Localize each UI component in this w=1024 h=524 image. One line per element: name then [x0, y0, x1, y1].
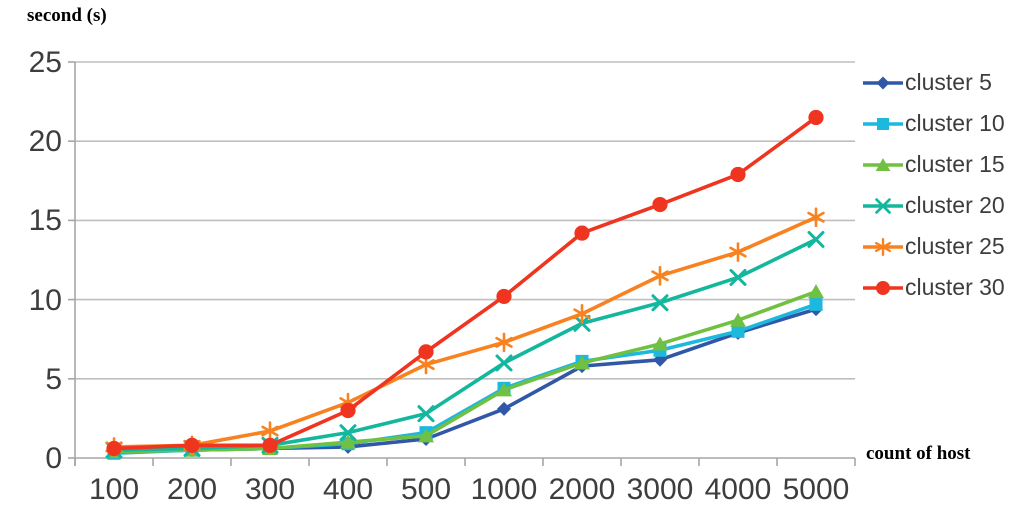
- marker-circle-icon: [262, 437, 278, 453]
- legend-item-cluster-20: cluster 20: [862, 185, 1005, 226]
- x-tick-label: 400: [322, 473, 374, 506]
- x-tick-label: 100: [88, 473, 140, 506]
- y-axis-title: second (s): [27, 5, 107, 26]
- marker-circle-icon: [574, 225, 590, 241]
- legend-key-icon: [863, 237, 903, 256]
- x-tick-label: 200: [166, 473, 218, 506]
- x-tick-label: 3000: [626, 473, 694, 506]
- marker-triangle-icon: [340, 434, 356, 449]
- series-line: [112, 215, 818, 449]
- legend-key-icon: [863, 280, 903, 295]
- series-cluster-30: [106, 109, 824, 457]
- marker-triangle-icon: [730, 312, 746, 327]
- series-line: [112, 115, 818, 451]
- y-tick-label: 0: [45, 442, 62, 475]
- legend-key-icon: [863, 197, 903, 214]
- series-cluster-15: [106, 284, 824, 459]
- marker-asterisk-icon: [573, 304, 591, 324]
- marker-x-icon: [339, 424, 357, 442]
- marker-x-icon: [651, 294, 669, 312]
- legend-label: cluster 30: [905, 274, 1005, 300]
- marker-x-icon: [729, 268, 747, 286]
- marker-triangle-icon: [875, 157, 891, 171]
- marker-circle-icon: [418, 344, 434, 360]
- y-tick-label: 10: [28, 283, 62, 317]
- series-line: [112, 289, 818, 454]
- marker-triangle-icon: [496, 382, 512, 397]
- marker-asterisk-icon: [807, 207, 825, 228]
- marker-square-icon: [809, 297, 823, 311]
- legend-key-icon: [863, 157, 903, 171]
- marker-circle-icon: [876, 280, 890, 295]
- marker-asterisk-icon: [261, 421, 279, 441]
- marker-square-icon: [731, 324, 745, 338]
- x-axis-title: count of host: [866, 443, 971, 464]
- marker-circle-icon: [652, 196, 668, 213]
- marker-triangle-icon: [808, 284, 824, 299]
- legend: cluster 5 cluster 10 cluster 15 cluster 20 c…: [862, 62, 1005, 308]
- legend-label: cluster 10: [905, 110, 1005, 136]
- marker-circle-icon: [808, 109, 824, 126]
- x-tick-label: 4000: [704, 473, 772, 506]
- legend-label: cluster 15: [905, 151, 1005, 177]
- x-tick-label: 500: [400, 473, 452, 506]
- marker-x-icon: [417, 405, 435, 423]
- legend-item-cluster-10: cluster 10: [862, 103, 1005, 144]
- x-tick-label: 300: [244, 473, 296, 506]
- legend-label: cluster 20: [905, 192, 1005, 218]
- marker-asterisk-icon: [651, 266, 669, 286]
- marker-triangle-icon: [652, 336, 668, 351]
- marker-circle-icon: [730, 166, 746, 183]
- x-tick-label: 2000: [548, 473, 616, 506]
- series-cluster-25: [105, 207, 825, 457]
- marker-diamond-icon: [497, 401, 511, 416]
- legend-label: cluster 5: [905, 69, 992, 95]
- marker-triangle-icon: [418, 428, 434, 443]
- legend-item-cluster-25: cluster 25: [862, 226, 1005, 267]
- marker-x-icon: [807, 230, 825, 248]
- marker-asterisk-icon: [874, 237, 892, 256]
- y-tick-label: 5: [45, 362, 62, 396]
- x-tick-label: 5000: [782, 473, 850, 506]
- marker-square-icon: [877, 117, 889, 130]
- series-line: [112, 307, 818, 454]
- series-line: [112, 237, 818, 452]
- marker-circle-icon: [496, 288, 512, 305]
- legend-item-cluster-15: cluster 15: [862, 144, 1005, 185]
- y-tick-label: 15: [28, 204, 62, 238]
- legend-item-cluster-5: cluster 5: [862, 62, 1005, 103]
- x-tick-label: 1000: [470, 473, 538, 506]
- marker-triangle-icon: [574, 355, 590, 370]
- legend-label: cluster 25: [905, 233, 1005, 259]
- legend-key-icon: [863, 76, 903, 89]
- marker-asterisk-icon: [495, 332, 513, 353]
- marker-x-icon: [875, 197, 891, 214]
- marker-asterisk-icon: [729, 242, 747, 262]
- marker-circle-icon: [106, 440, 122, 457]
- y-tick-label: 20: [28, 125, 62, 159]
- marker-diamond-icon: [876, 76, 890, 89]
- marker-circle-icon: [184, 437, 200, 453]
- y-tick-label: 25: [28, 46, 62, 79]
- legend-item-cluster-30: cluster 30: [862, 267, 1005, 308]
- legend-key-icon: [863, 117, 903, 130]
- marker-x-icon: [495, 354, 513, 372]
- marker-circle-icon: [340, 402, 356, 419]
